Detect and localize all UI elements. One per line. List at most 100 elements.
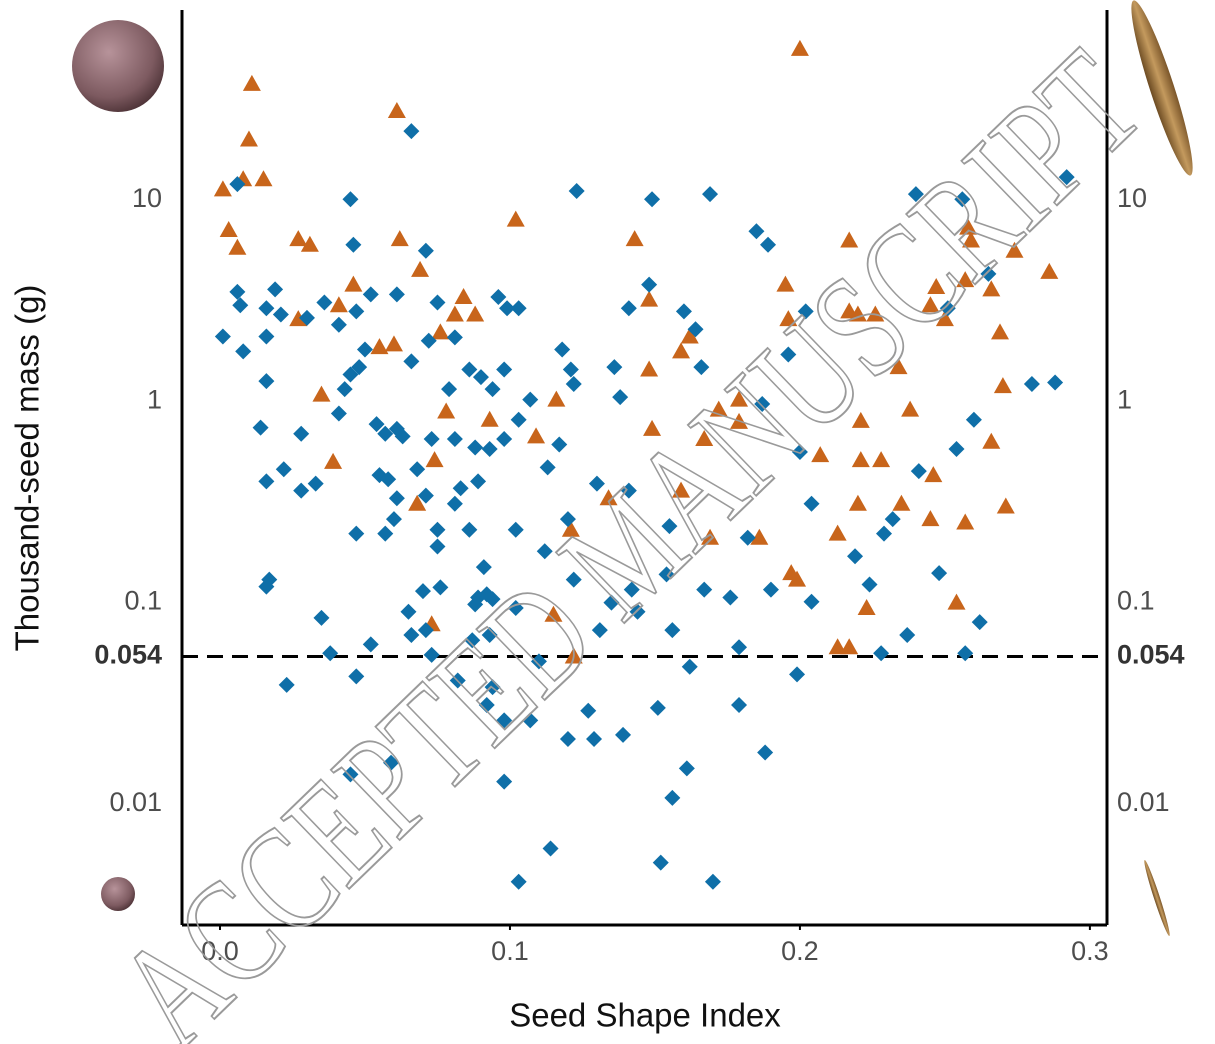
point (803, 495, 820, 512)
point (848, 494, 867, 511)
point (599, 489, 618, 506)
point (623, 581, 640, 598)
point (547, 390, 566, 407)
point (252, 419, 269, 436)
point (316, 294, 333, 311)
seed-icon-elongated-large (1131, 0, 1193, 176)
point (615, 726, 632, 743)
point (229, 176, 246, 193)
point (851, 411, 870, 428)
point (499, 300, 516, 317)
point (362, 636, 379, 653)
point (229, 283, 246, 300)
point (788, 570, 807, 587)
point (484, 381, 501, 398)
point (935, 310, 954, 327)
point (429, 294, 446, 311)
point (298, 309, 315, 326)
point (840, 231, 859, 248)
point (1005, 241, 1024, 258)
point (429, 538, 446, 555)
point (383, 754, 400, 771)
point (678, 760, 695, 777)
point (530, 653, 547, 670)
point (377, 425, 394, 442)
point (873, 645, 890, 662)
point (254, 170, 273, 187)
point (480, 410, 499, 427)
axes (180, 10, 1109, 927)
x-tick-label: 0.1 (491, 936, 529, 966)
point (982, 432, 1001, 449)
point (791, 444, 808, 461)
point (324, 452, 343, 469)
x-tick-label: 0.0 (201, 936, 239, 966)
y-tick-label: 0.1 (124, 586, 162, 616)
point (478, 696, 495, 713)
point (219, 221, 238, 238)
point (899, 627, 916, 644)
point (275, 461, 292, 478)
point (446, 430, 463, 447)
point (564, 647, 583, 664)
point (565, 375, 582, 392)
point (417, 622, 434, 639)
point (780, 346, 797, 363)
point (876, 525, 893, 542)
point (411, 260, 430, 277)
point (565, 571, 582, 588)
point (731, 696, 748, 713)
point (993, 377, 1012, 394)
point (385, 511, 402, 528)
point (681, 658, 698, 675)
point (370, 338, 389, 355)
point (496, 361, 513, 378)
point (484, 679, 501, 696)
point (510, 873, 527, 890)
point (293, 425, 310, 442)
point (400, 603, 417, 620)
y-tick-label: 0.01 (109, 787, 162, 817)
point (620, 300, 637, 317)
point (330, 316, 347, 333)
point (956, 271, 975, 288)
point (437, 402, 456, 419)
seed-icon-small (101, 877, 135, 911)
point (481, 440, 498, 457)
point (342, 766, 359, 783)
point (757, 744, 774, 761)
point (522, 391, 539, 408)
point (423, 646, 440, 663)
point (901, 400, 920, 417)
point (776, 275, 795, 292)
point (568, 182, 585, 199)
point (779, 310, 798, 327)
point (527, 427, 546, 444)
point (959, 218, 978, 235)
point (232, 297, 249, 314)
point (603, 594, 620, 611)
point (377, 525, 394, 542)
point (586, 730, 603, 747)
point (362, 286, 379, 303)
point (606, 359, 623, 376)
point (542, 840, 559, 857)
point (420, 332, 437, 349)
point (709, 400, 728, 417)
point (510, 300, 527, 317)
point (982, 280, 1001, 297)
point (467, 439, 484, 456)
point (980, 265, 997, 282)
seed-icon-elongated-small (1144, 859, 1170, 937)
x-tick-label: 0.3 (1071, 936, 1109, 966)
point (289, 310, 308, 327)
point (409, 461, 426, 478)
point (313, 609, 330, 626)
point (722, 589, 739, 606)
point (790, 39, 809, 56)
point (481, 627, 498, 644)
point (559, 511, 576, 528)
point (329, 296, 348, 313)
point (345, 236, 362, 253)
point (403, 353, 420, 370)
